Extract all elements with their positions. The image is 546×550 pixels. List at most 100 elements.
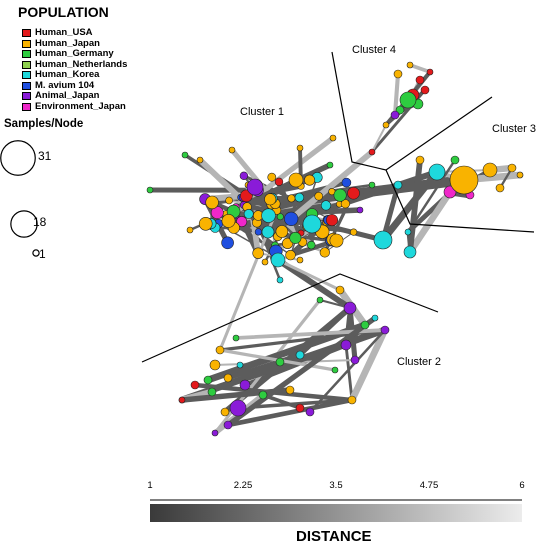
distance-tick-label: 3.5 xyxy=(329,480,343,491)
legend-swatch xyxy=(22,102,31,111)
network-node xyxy=(415,155,425,165)
distance-gradient-bar xyxy=(150,504,522,522)
network-node xyxy=(428,163,446,181)
network-node xyxy=(390,110,400,120)
node-size-label: 1 xyxy=(39,247,46,261)
node-size-circle xyxy=(10,210,38,238)
network-node xyxy=(258,390,268,400)
network-edge xyxy=(344,343,354,402)
cluster-divider-line xyxy=(141,273,439,363)
legend-item: Environment_Japan xyxy=(22,101,127,112)
cluster-dividers xyxy=(141,51,535,363)
network-node xyxy=(415,75,425,85)
network-node xyxy=(316,296,324,304)
network-node xyxy=(267,172,277,182)
legend-swatch xyxy=(22,81,31,90)
network-node xyxy=(285,249,296,261)
legend-swatch xyxy=(22,29,31,37)
network-node xyxy=(243,208,254,219)
legend-label: Animal_Japan xyxy=(35,90,100,101)
network-edge xyxy=(308,328,387,414)
network-node xyxy=(275,357,285,367)
legend-label: Human_Germany xyxy=(35,48,114,59)
network-node xyxy=(304,174,316,186)
distance-tick-label: 2.25 xyxy=(233,480,253,491)
network-node xyxy=(211,429,219,437)
network-node xyxy=(198,217,213,231)
distance-scale xyxy=(150,499,522,522)
network-node xyxy=(225,196,233,205)
network-edge xyxy=(225,397,355,428)
network-node xyxy=(393,180,403,190)
network-node xyxy=(326,161,334,169)
distance-tick-label: 4.75 xyxy=(419,480,439,491)
legend-title: POPULATION xyxy=(18,4,109,20)
network-node xyxy=(178,396,186,404)
network-node xyxy=(426,68,434,76)
network-node xyxy=(181,151,189,159)
network-node xyxy=(350,355,360,365)
network-edge xyxy=(392,71,401,118)
network-node xyxy=(373,230,393,250)
network-edge xyxy=(408,63,432,74)
network-node xyxy=(314,191,324,201)
network-node xyxy=(404,228,412,236)
network-node xyxy=(360,320,370,330)
network-node xyxy=(507,163,517,173)
legend-item: Human_Japan xyxy=(22,38,127,49)
network-node xyxy=(264,193,277,206)
network-node xyxy=(333,188,347,202)
network-node xyxy=(232,334,240,342)
network-edge xyxy=(178,326,389,404)
network-node xyxy=(270,252,286,268)
network-node xyxy=(261,225,275,239)
network-node xyxy=(289,231,302,244)
distance-tick-label: 1 xyxy=(147,480,153,491)
network-node xyxy=(341,177,352,188)
network-node xyxy=(393,69,403,79)
network-node xyxy=(347,395,357,405)
network-node xyxy=(186,226,194,234)
legend-item: Human_Korea xyxy=(22,70,127,80)
network-node xyxy=(236,216,248,228)
network-node xyxy=(380,325,390,335)
network-node xyxy=(406,61,414,69)
network-node xyxy=(495,183,505,193)
legend-swatch xyxy=(22,39,31,48)
network-node xyxy=(239,379,251,391)
network-node xyxy=(329,233,344,248)
network-node xyxy=(347,186,360,200)
network-node xyxy=(146,186,154,194)
network-node xyxy=(295,350,305,360)
network-node xyxy=(356,206,364,214)
network-node xyxy=(320,200,332,211)
legend-label: Human_Korea xyxy=(35,69,100,80)
network-node xyxy=(223,373,233,383)
network-node xyxy=(516,171,524,179)
network-node xyxy=(261,258,269,266)
network-node xyxy=(305,407,315,417)
cluster-divider-line xyxy=(331,51,493,171)
network-node xyxy=(288,172,304,188)
network-edge xyxy=(407,157,423,255)
legend-label: Human_USA xyxy=(35,27,93,38)
network-node xyxy=(296,144,304,152)
network-node xyxy=(307,240,316,250)
legend-label: Human_Netherlands xyxy=(35,58,128,70)
network-node xyxy=(368,148,376,156)
network-node xyxy=(275,225,289,238)
network-node xyxy=(331,366,339,374)
network-node xyxy=(325,214,338,227)
network-edge xyxy=(406,158,457,234)
network-node xyxy=(239,171,249,181)
network-node xyxy=(482,162,498,178)
network-node xyxy=(223,420,233,430)
network-node xyxy=(294,192,305,203)
cluster-3-label: Cluster 3 xyxy=(492,123,537,135)
network-node xyxy=(196,156,204,164)
network-node xyxy=(203,375,213,385)
network-node xyxy=(399,91,417,109)
legend-swatch xyxy=(22,92,31,100)
network-node xyxy=(350,228,358,236)
